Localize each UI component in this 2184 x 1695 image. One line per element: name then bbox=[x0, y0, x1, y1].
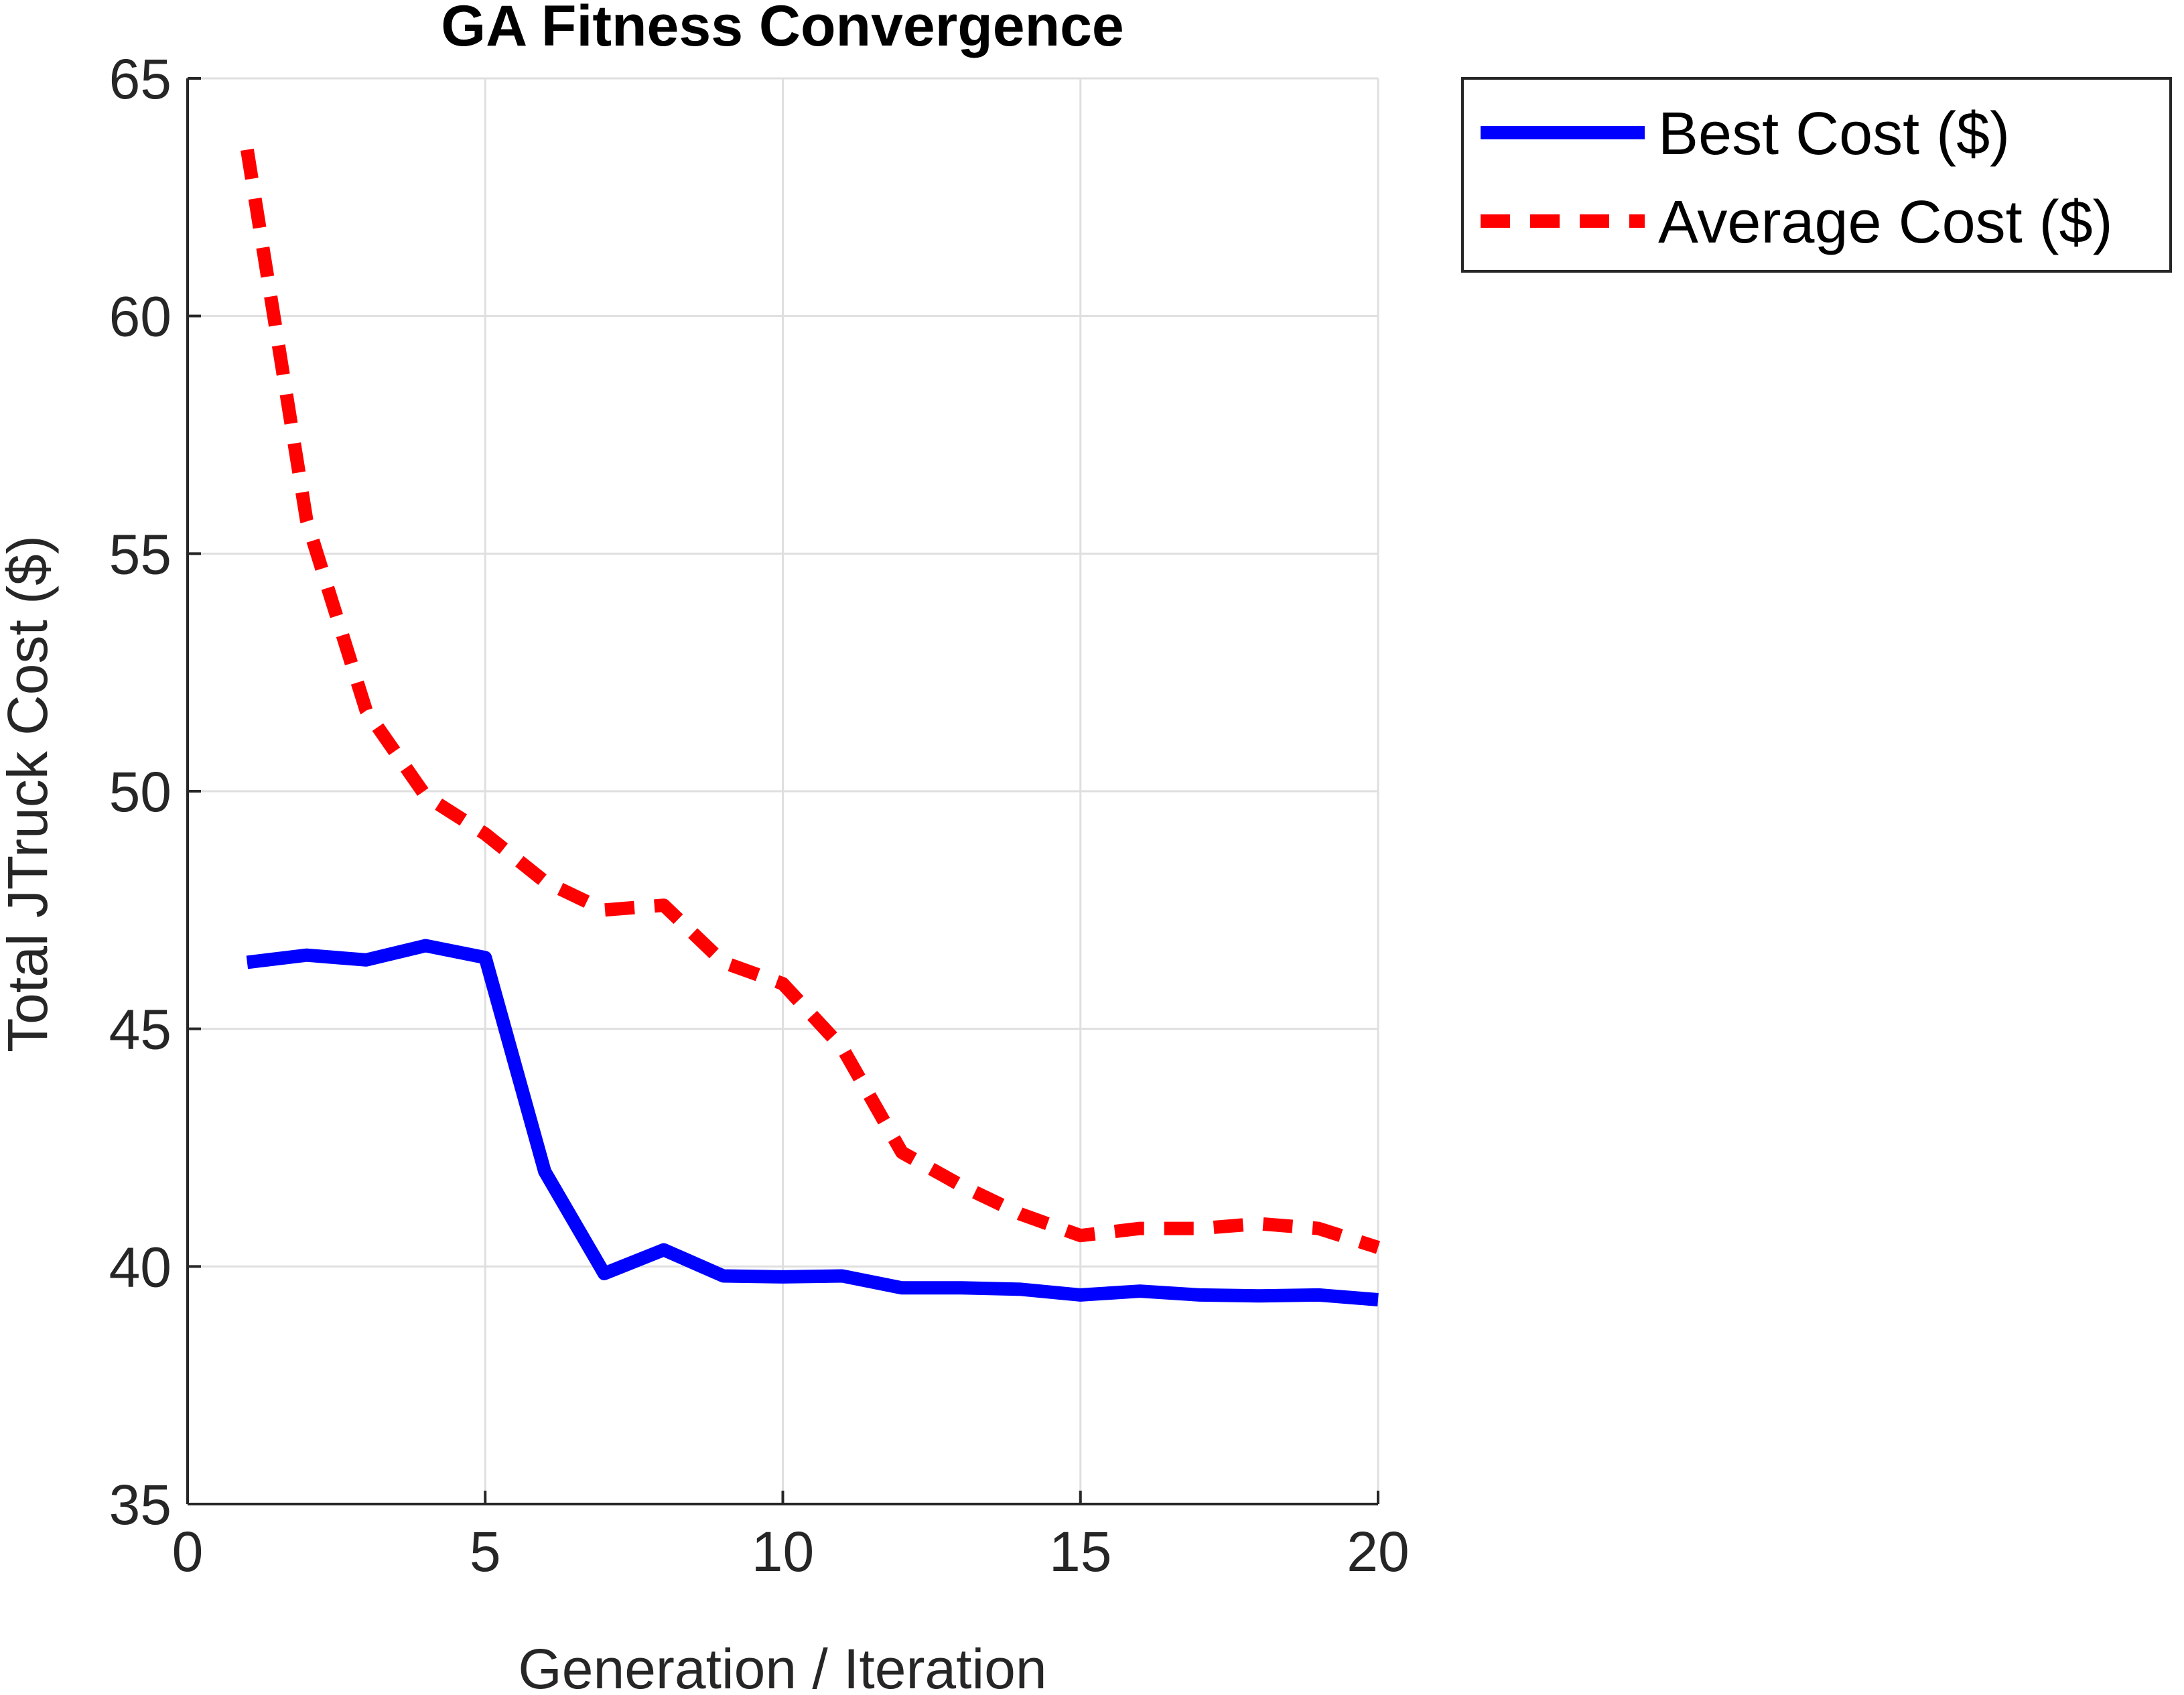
x-tick-label: 20 bbox=[1347, 1520, 1409, 1583]
y-axis-label: Total JTruck Cost ($) bbox=[0, 535, 59, 1053]
y-tick-label: 35 bbox=[109, 1473, 172, 1536]
series-line-best-cost bbox=[246, 939, 1379, 1306]
y-tick-label: 65 bbox=[109, 48, 172, 111]
legend-box bbox=[1461, 77, 2172, 273]
series-group bbox=[241, 148, 1381, 1306]
axes bbox=[186, 77, 1379, 1505]
x-tick-label: 15 bbox=[1049, 1520, 1111, 1583]
y-tick-label: 55 bbox=[109, 523, 172, 586]
x-tick-label: 0 bbox=[172, 1520, 204, 1583]
legend-label-average-cost: Average Cost ($) bbox=[1658, 189, 2113, 256]
chart-title: GA Fitness Convergence bbox=[441, 0, 1124, 58]
series-line-average-cost bbox=[241, 148, 1381, 1254]
x-tick-label: 5 bbox=[470, 1520, 501, 1583]
x-axis-label: Generation / Iteration bbox=[518, 1637, 1046, 1695]
tick-labels: 0 5 10 15 20 35 40 45 50 55 60 65 bbox=[109, 48, 1410, 1583]
legend-label-best-cost: Best Cost ($) bbox=[1658, 100, 2010, 167]
legend: Best Cost ($) Average Cost ($) bbox=[1461, 77, 2172, 273]
y-tick-label: 45 bbox=[109, 998, 172, 1061]
y-tick-label: 40 bbox=[109, 1235, 172, 1298]
x-tick-label: 10 bbox=[752, 1520, 814, 1583]
y-tick-label: 60 bbox=[109, 285, 172, 348]
y-tick-label: 50 bbox=[109, 760, 172, 823]
